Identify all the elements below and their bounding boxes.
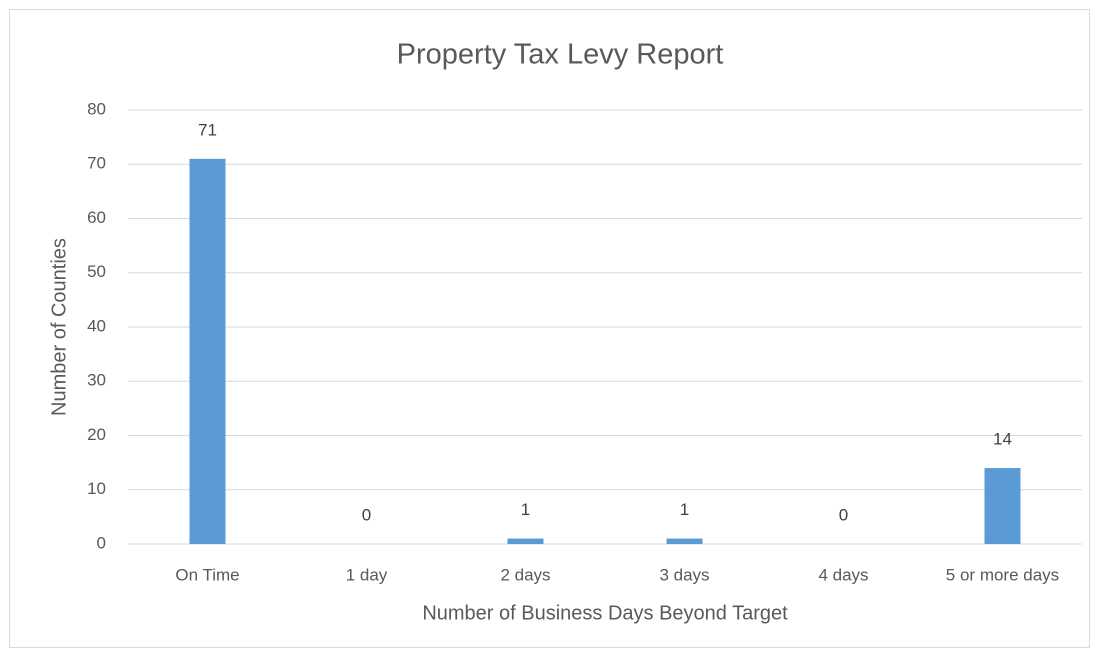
bar [507, 538, 544, 544]
y-tick-label: 80 [87, 99, 106, 118]
data-label: 14 [993, 430, 1012, 449]
x-tick-label: 4 days [818, 565, 868, 584]
data-label: 0 [839, 505, 848, 524]
y-tick-label: 0 [97, 533, 106, 552]
x-axis-title: Number of Business Days Beyond Target [422, 602, 788, 624]
y-axis-title: Number of Counties [48, 238, 70, 416]
bar [984, 468, 1021, 544]
bar [189, 158, 226, 544]
y-tick-label: 70 [87, 154, 106, 173]
data-label: 1 [680, 500, 689, 519]
y-tick-label: 40 [87, 316, 106, 335]
y-tick-label: 20 [87, 425, 106, 444]
data-label: 71 [198, 120, 217, 139]
x-tick-label: 3 days [659, 565, 709, 584]
y-tick-label: 60 [87, 208, 106, 227]
y-tick-label: 30 [87, 371, 106, 390]
x-tick-label: 1 day [346, 565, 388, 584]
y-tick-label: 50 [87, 262, 106, 281]
data-label: 0 [362, 505, 371, 524]
chart-frame [9, 9, 1090, 648]
x-tick-label: 5 or more days [946, 565, 1059, 584]
y-tick-label: 10 [87, 479, 106, 498]
bar [666, 538, 703, 544]
x-tick-label: 2 days [500, 565, 550, 584]
x-tick-label: On Time [175, 565, 239, 584]
data-label: 1 [521, 500, 530, 519]
chart-title: Property Tax Levy Report [397, 39, 724, 71]
